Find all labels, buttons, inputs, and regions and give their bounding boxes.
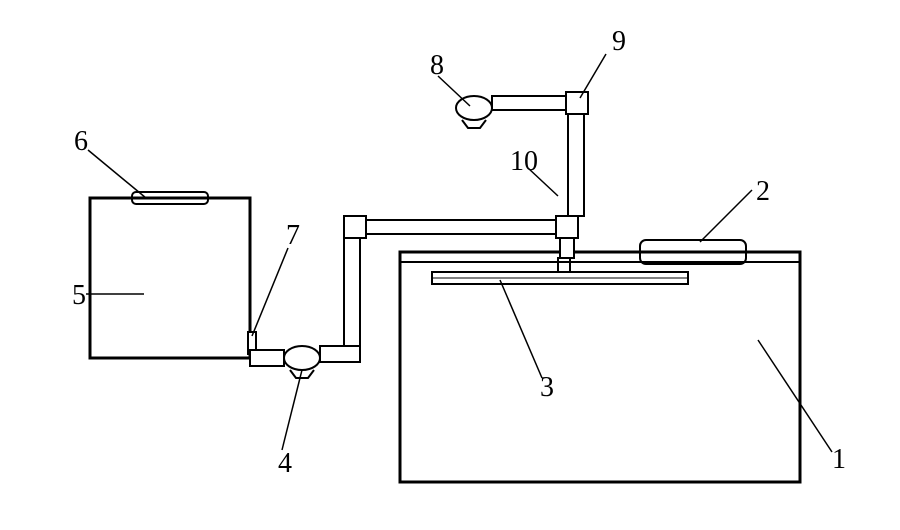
label-8: 8 <box>430 50 444 81</box>
label-6: 6 <box>74 126 88 157</box>
diagram-canvas: 1 2 3 4 5 6 7 8 9 10 <box>0 0 900 530</box>
label-2: 2 <box>756 176 770 207</box>
label-7: 7 <box>286 220 300 251</box>
label-10: 10 <box>510 146 538 177</box>
label-4: 4 <box>278 448 292 479</box>
label-5: 5 <box>72 280 86 311</box>
leader-l2 <box>700 190 752 242</box>
label-3: 3 <box>540 372 554 403</box>
leader-l4 <box>282 370 302 450</box>
leader-l1 <box>758 340 832 452</box>
leader-l9 <box>580 54 606 98</box>
leader-l6 <box>88 150 146 198</box>
pump-4 <box>284 346 320 378</box>
leader-l3 <box>500 280 542 378</box>
label-9: 9 <box>612 26 626 57</box>
pipes <box>250 96 584 366</box>
leader-l7 <box>252 248 288 336</box>
box-5 <box>90 198 250 358</box>
label-1: 1 <box>832 444 846 475</box>
tank-1 <box>400 252 800 482</box>
pump-8 <box>456 96 492 128</box>
